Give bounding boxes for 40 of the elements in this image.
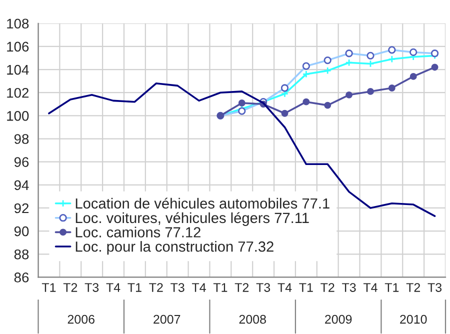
x-tick-label: T3 xyxy=(84,283,99,292)
y-tick-label: 108 xyxy=(7,18,29,29)
x-tick-label: T2 xyxy=(320,283,334,292)
x-tick-label: T3 xyxy=(170,283,184,292)
y-tick-label: 102 xyxy=(7,88,29,98)
x-tick-label: T3 xyxy=(256,283,270,292)
x-tick-label: T1 xyxy=(384,283,399,292)
y-tick-label: 106 xyxy=(7,42,29,52)
y-tick-label: 94 xyxy=(14,180,29,190)
y-tick-label: 86 xyxy=(14,272,29,282)
text: 2006 xyxy=(68,314,94,324)
y-tick-label: 92 xyxy=(14,203,29,214)
text: 2007 xyxy=(154,314,180,324)
x-tick-label: T1 xyxy=(299,283,313,292)
legend-label: Loc. voitures, véhicules légers 77.11 xyxy=(76,212,309,226)
legend-label: Location de véhicules automobiles 77.1 xyxy=(76,198,330,209)
x-tick-label: T2 xyxy=(406,283,420,292)
y-tick-label: 88 xyxy=(14,249,29,260)
text: 2009 xyxy=(325,314,352,324)
legend-label: Loc. pour la construction 77.32 xyxy=(76,241,274,255)
y-tick-label: 98 xyxy=(14,134,29,144)
x-tick-label: T1 xyxy=(213,283,228,292)
y-tick-label: 100 xyxy=(7,111,29,121)
x-tick-label: T2 xyxy=(149,283,163,292)
x-tick-label: T3 xyxy=(428,283,442,292)
x-tick-label: T1 xyxy=(42,283,56,292)
y-tick-label: 96 xyxy=(14,157,29,168)
y-tick-label: 90 xyxy=(14,226,29,236)
x-tick-label: T4 xyxy=(363,283,378,292)
x-tick-label: T2 xyxy=(63,283,78,292)
x-tick-label: T1 xyxy=(128,283,142,292)
x-tick-label: T2 xyxy=(234,283,249,292)
x-tick-label: T3 xyxy=(342,283,356,292)
text: 2008 xyxy=(239,314,266,324)
legend-label: Loc. camions 77.12 xyxy=(76,226,200,238)
y-tick-label: 104 xyxy=(7,64,29,75)
text: 2010 xyxy=(400,314,427,324)
x-tick-label: T4 xyxy=(278,283,292,292)
x-tick-label: T4 xyxy=(192,283,206,292)
x-tick-label: T4 xyxy=(106,283,120,292)
